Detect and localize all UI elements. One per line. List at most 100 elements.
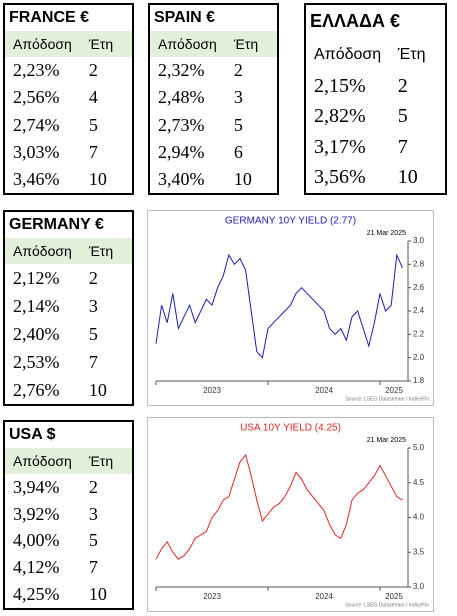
x-tick-label: 2024 [315, 386, 333, 395]
table-row: 2,14% 3 [5, 292, 132, 320]
table-header: Απόδοση Έτη [306, 39, 445, 71]
cell: 2 [88, 60, 98, 81]
yield-table: ΕΛΛΑΔΑ € Απόδοση Έτη 2,15% 2 2,82% 5 3,17% 7 3,56… [304, 3, 447, 195]
table-row: 3,46% 10 [5, 166, 132, 193]
cell: 5 [397, 105, 408, 128]
header-cell: Έτη [88, 453, 114, 469]
y-tick-label: 2.2 [413, 329, 425, 338]
cell: 4,00% [13, 530, 60, 551]
y-tick-label: 2.6 [413, 283, 425, 292]
table-row: 2,48% 3 [150, 84, 277, 111]
cell: 2,56% [13, 87, 60, 108]
y-tick-label: 3.0 [413, 236, 425, 245]
table-row: 2,74% 5 [5, 111, 132, 138]
cell: 10 [88, 379, 107, 400]
y-tick-label: 1.8 [413, 376, 425, 385]
table-row: 4,00% 5 [5, 528, 132, 555]
yield-table: USA $ Απόδοση Έτη 3,94% 2 3,92% 3 4,00% 5 4,12% 7 4… [3, 420, 134, 610]
cell: 3 [88, 503, 98, 524]
header-cell: Απόδοση [158, 36, 217, 52]
y-tick-label: 4.0 [413, 513, 425, 522]
cell: 3,17% [314, 135, 366, 158]
cell: 4,25% [13, 584, 60, 605]
x-tick-label: 2023 [203, 592, 221, 601]
header-cell: Απόδοση [314, 46, 382, 63]
cell: 4 [88, 87, 98, 108]
x-tick-label: 2025 [385, 386, 403, 395]
line-chart: GERMANY 10Y YIELD (2.77) 21 Mar 2025 Sourc… [147, 210, 434, 406]
table-row: 2,73% 5 [150, 111, 277, 138]
x-tick-label: 2024 [315, 592, 333, 601]
header-cell: Έτη [88, 243, 114, 259]
cell: 2,14% [13, 295, 60, 316]
yield-table: GERMANY € Απόδοση Έτη 2,12% 2 2,14% 3 2,40% 5 2,5… [3, 210, 134, 406]
cell: 3,56% [314, 166, 366, 189]
cell: 7 [397, 135, 408, 158]
cell: 3,92% [13, 503, 60, 524]
table-header: Απόδοση Έτη [5, 448, 132, 474]
y-tick-label: 2.0 [413, 353, 425, 362]
y-tick-label: 2.4 [413, 306, 425, 315]
table-row: 2,56% 4 [5, 84, 132, 111]
table-row: 3,17% 7 [306, 132, 445, 163]
table-row: 4,25% 10 [5, 581, 132, 608]
table-row: 2,40% 5 [5, 320, 132, 348]
table-row: 2,82% 5 [306, 102, 445, 133]
cell: 2,73% [158, 114, 205, 135]
x-tick-label: 2025 [385, 592, 403, 601]
cell: 2,74% [13, 114, 60, 135]
cell: 10 [397, 166, 418, 189]
cell: 5 [88, 530, 98, 551]
yield-line [155, 253, 403, 359]
header-cell: Απόδοση [13, 453, 72, 469]
cell: 2,94% [158, 141, 205, 162]
table-row: 2,76% 10 [5, 376, 132, 404]
chart-source: Source: LSEG Datastream / IndiceFin [345, 396, 429, 402]
cell: 2 [397, 74, 408, 97]
table-row: 4,12% 7 [5, 554, 132, 581]
table-row: 2,12% 2 [5, 264, 132, 292]
cell: 2,15% [314, 74, 366, 97]
cell: 3,03% [13, 141, 60, 162]
table-title: ΕΛΛΑΔΑ € [310, 11, 400, 31]
line-chart: USA 10Y YIELD (4.25) 21 Mar 2025 Source: L… [147, 417, 434, 612]
chart-title: GERMANY 10Y YIELD (2.77) [225, 216, 356, 227]
table-header: Απόδοση Έτη [5, 31, 132, 57]
cell: 10 [233, 168, 252, 189]
cell: 2 [233, 60, 243, 81]
y-tick-label: 3.0 [413, 582, 425, 591]
chart-date: 21 Mar 2025 [367, 230, 406, 237]
table-header: Απόδοση Έτη [5, 238, 132, 264]
cell: 7 [88, 557, 98, 578]
table-row: 3,56% 10 [306, 163, 445, 194]
y-tick-label: 3.5 [413, 547, 425, 556]
y-tick-label: 4.5 [413, 478, 425, 487]
cell: 3 [88, 295, 98, 316]
cell: 7 [88, 141, 98, 162]
table-row: 3,40% 10 [150, 166, 277, 193]
x-tick-label: 2023 [203, 386, 221, 395]
cell: 2,53% [13, 351, 60, 372]
table-row: 3,92% 3 [5, 501, 132, 528]
cell: 2,23% [13, 60, 60, 81]
table-title: GERMANY € [9, 216, 104, 233]
cell: 3,94% [13, 476, 60, 497]
cell: 5 [233, 114, 243, 135]
header-cell: Απόδοση [13, 243, 72, 259]
cell: 6 [233, 141, 243, 162]
table-title: SPAIN € [154, 9, 216, 26]
cell: 4,12% [13, 557, 60, 578]
table-row: 2,53% 7 [5, 348, 132, 376]
chart-source: Source: LSEG Datastream / IndiceFin [345, 602, 429, 608]
cell: 2,48% [158, 87, 205, 108]
cell: 2,76% [13, 379, 60, 400]
header-cell: Έτη [88, 36, 114, 52]
chart-title: USA 10Y YIELD (4.25) [240, 423, 341, 434]
table-row: 2,15% 2 [306, 71, 445, 102]
y-tick-label: 2.8 [413, 259, 425, 268]
table-row: 2,23% 2 [5, 57, 132, 84]
cell: 7 [88, 351, 98, 372]
table-title: USA $ [9, 426, 56, 443]
table-row: 2,94% 6 [150, 139, 277, 166]
